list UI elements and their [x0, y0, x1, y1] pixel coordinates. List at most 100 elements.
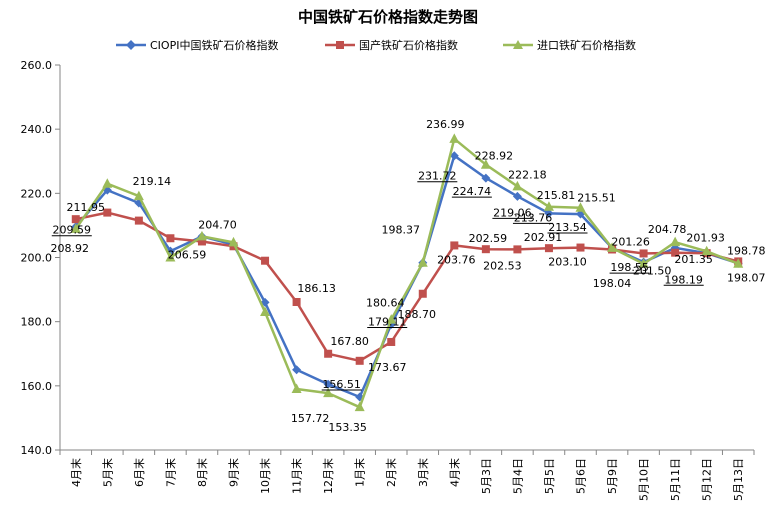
x-tick-label: 5月4日 — [511, 458, 524, 494]
data-point — [671, 248, 680, 257]
data-point — [196, 230, 207, 241]
data-labels: 211.95 209.59 208.92 219.14 204.70 206.59 186.… — [51, 118, 766, 434]
data-point — [134, 216, 143, 225]
data-label: 202.53 — [483, 259, 522, 272]
data-point — [387, 337, 396, 346]
x-tick-label: 5月9日 — [606, 458, 619, 494]
data-label: 206.59 — [168, 248, 207, 261]
data-label: 231.72 — [418, 170, 457, 183]
data-point — [544, 244, 553, 253]
data-point — [323, 387, 334, 398]
data-label: 222.18 — [508, 168, 547, 181]
data-label: 203.10 — [548, 256, 587, 269]
series-line-1 — [75, 211, 739, 363]
data-point — [133, 190, 144, 201]
data-label: 209.59 — [53, 224, 92, 237]
legend-item-domestic[interactable]: 国产铁矿石价格指数 — [325, 38, 458, 52]
data-point — [166, 234, 175, 243]
x-tick-label: 9月末 — [227, 458, 241, 487]
data-label: 156.51 — [322, 378, 361, 391]
y-tick-label: 260.0 — [21, 59, 53, 72]
x-tick-label: 12月末 — [321, 458, 335, 494]
data-point — [386, 314, 397, 324]
data-point — [418, 289, 427, 298]
legend: CIOPI中国铁矿石价格指数 国产铁矿石价格指数 进口铁矿石价格指数 — [116, 38, 636, 52]
data-label: 208.92 — [51, 242, 90, 255]
x-tick-label: 6月末 — [132, 458, 146, 487]
data-point — [324, 349, 333, 358]
data-point — [70, 223, 81, 233]
y-tick-label: 160.0 — [21, 380, 53, 393]
data-label: 202.59 — [469, 232, 508, 245]
data-label: 224.74 — [453, 185, 492, 198]
data-point — [197, 237, 206, 246]
data-point — [543, 201, 554, 211]
data-point — [450, 241, 459, 250]
x-tick-label: 5月3日 — [480, 458, 493, 494]
data-point — [607, 242, 618, 252]
data-label: 198.04 — [593, 277, 632, 290]
data-label: 219.14 — [133, 175, 172, 188]
data-point — [292, 365, 302, 375]
x-tick-label: 10月末 — [258, 458, 272, 494]
data-label: 203.76 — [437, 253, 476, 266]
data-point — [228, 236, 239, 247]
x-tick-label: 4月末 — [447, 458, 461, 487]
data-point — [513, 245, 522, 254]
y-tick-label: 240.0 — [21, 123, 53, 136]
x-tick-label: 1月末 — [353, 458, 367, 487]
x-tick-label: 5月11日 — [669, 458, 682, 501]
x-tick-label: 7月末 — [163, 458, 177, 487]
data-point — [449, 133, 460, 143]
data-label: 201.93 — [686, 231, 725, 244]
legend-label-domestic: 国产铁矿石价格指数 — [359, 38, 458, 52]
y-tick-label: 200.0 — [21, 252, 53, 265]
series-line-2 — [74, 137, 739, 409]
data-label: 198.37 — [382, 224, 421, 237]
chart-title: 中国铁矿石价格指数走势图 — [298, 8, 478, 26]
legend-label-imported: 进口铁矿石价格指数 — [537, 38, 636, 52]
y-tick-label: 140.0 — [21, 444, 53, 457]
x-tick-label: 2月末 — [384, 458, 398, 487]
data-point — [639, 249, 648, 258]
data-label: 173.67 — [368, 361, 407, 374]
data-label: 186.13 — [297, 282, 336, 295]
data-point — [481, 173, 491, 183]
data-label: 201.26 — [611, 235, 650, 248]
data-point — [417, 257, 428, 267]
x-tick-label: 3月末 — [416, 458, 430, 487]
x-tick-label: 11月末 — [290, 458, 304, 494]
data-label: 188.70 — [398, 308, 437, 321]
data-point — [103, 208, 112, 217]
x-tick-label: 5月5日 — [543, 458, 556, 494]
data-point — [575, 202, 586, 212]
data-label: 204.78 — [648, 223, 687, 236]
data-label: 204.70 — [198, 218, 237, 231]
data-label: 167.80 — [330, 335, 369, 348]
data-point — [512, 180, 523, 191]
x-tick-label: 5月末 — [100, 458, 114, 487]
data-label: 198.19 — [664, 273, 703, 286]
data-label: 180.64 — [366, 297, 405, 310]
y-tick-label: 180.0 — [21, 316, 53, 329]
data-label: 228.92 — [475, 150, 514, 163]
axes: 140.0 160.0 180.0 200.0 220.0 240.0 260.0 4月末 5月… — [21, 59, 755, 501]
data-point — [512, 191, 522, 201]
legend-marker-domestic — [336, 41, 344, 49]
data-point — [544, 208, 554, 218]
x-tick-label: 8月末 — [195, 458, 209, 487]
data-point — [638, 258, 649, 268]
data-point — [165, 252, 176, 262]
data-point — [480, 159, 491, 169]
data-point — [576, 243, 585, 252]
data-point — [291, 383, 302, 394]
legend-item-ciopi[interactable]: CIOPI中国铁矿石价格指数 — [116, 38, 278, 52]
data-point — [733, 258, 744, 268]
data-label: 198.07 — [727, 272, 766, 285]
data-label: 202.91 — [524, 231, 563, 244]
legend-item-imported[interactable]: 进口铁矿石价格指数 — [503, 38, 636, 52]
data-point — [701, 245, 712, 256]
data-point — [102, 178, 113, 188]
data-point — [292, 297, 301, 306]
